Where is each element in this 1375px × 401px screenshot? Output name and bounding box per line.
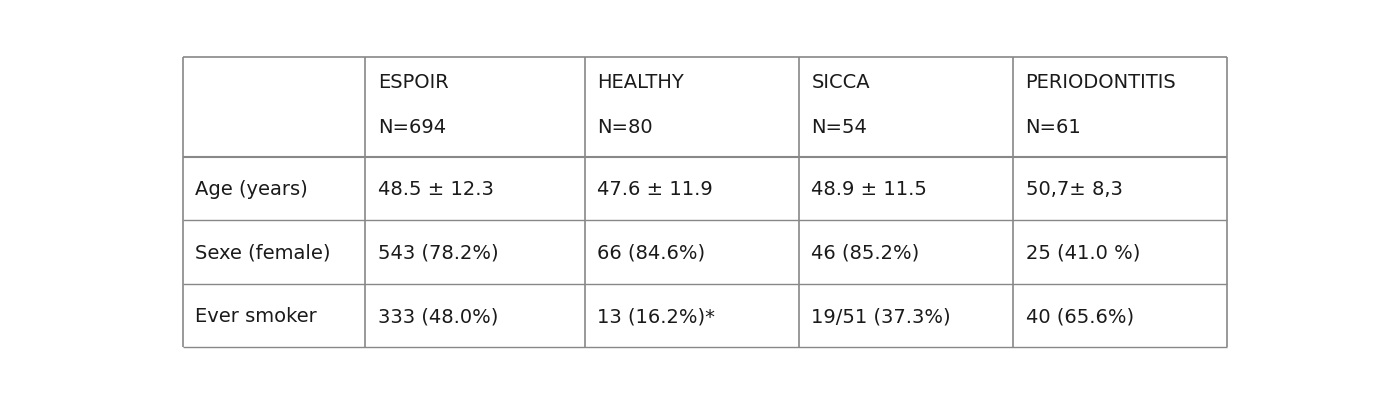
Text: HEALTHY: HEALTHY xyxy=(597,73,685,92)
Text: 66 (84.6%): 66 (84.6%) xyxy=(597,243,705,262)
Text: 333 (48.0%): 333 (48.0%) xyxy=(378,306,499,326)
Text: 543 (78.2%): 543 (78.2%) xyxy=(378,243,499,262)
Text: 19/51 (37.3%): 19/51 (37.3%) xyxy=(811,306,952,326)
Text: PERIODONTITIS: PERIODONTITIS xyxy=(1026,73,1176,92)
Text: N=80: N=80 xyxy=(597,118,653,137)
Text: Sexe (female): Sexe (female) xyxy=(195,243,331,262)
Text: 50,7± 8,3: 50,7± 8,3 xyxy=(1026,180,1122,198)
Text: 25 (41.0 %): 25 (41.0 %) xyxy=(1026,243,1140,262)
Text: 48.9 ± 11.5: 48.9 ± 11.5 xyxy=(811,180,927,198)
Text: 48.5 ± 12.3: 48.5 ± 12.3 xyxy=(378,180,494,198)
Text: N=61: N=61 xyxy=(1026,118,1081,137)
Text: 46 (85.2%): 46 (85.2%) xyxy=(811,243,920,262)
Text: ESPOIR: ESPOIR xyxy=(378,73,448,92)
Text: 13 (16.2%)*: 13 (16.2%)* xyxy=(597,306,715,326)
Text: SICCA: SICCA xyxy=(811,73,870,92)
Text: N=54: N=54 xyxy=(811,118,868,137)
Text: Ever smoker: Ever smoker xyxy=(195,306,318,326)
Text: 47.6 ± 11.9: 47.6 ± 11.9 xyxy=(597,180,714,198)
Text: N=694: N=694 xyxy=(378,118,447,137)
Text: Age (years): Age (years) xyxy=(195,180,308,198)
Text: 40 (65.6%): 40 (65.6%) xyxy=(1026,306,1133,326)
